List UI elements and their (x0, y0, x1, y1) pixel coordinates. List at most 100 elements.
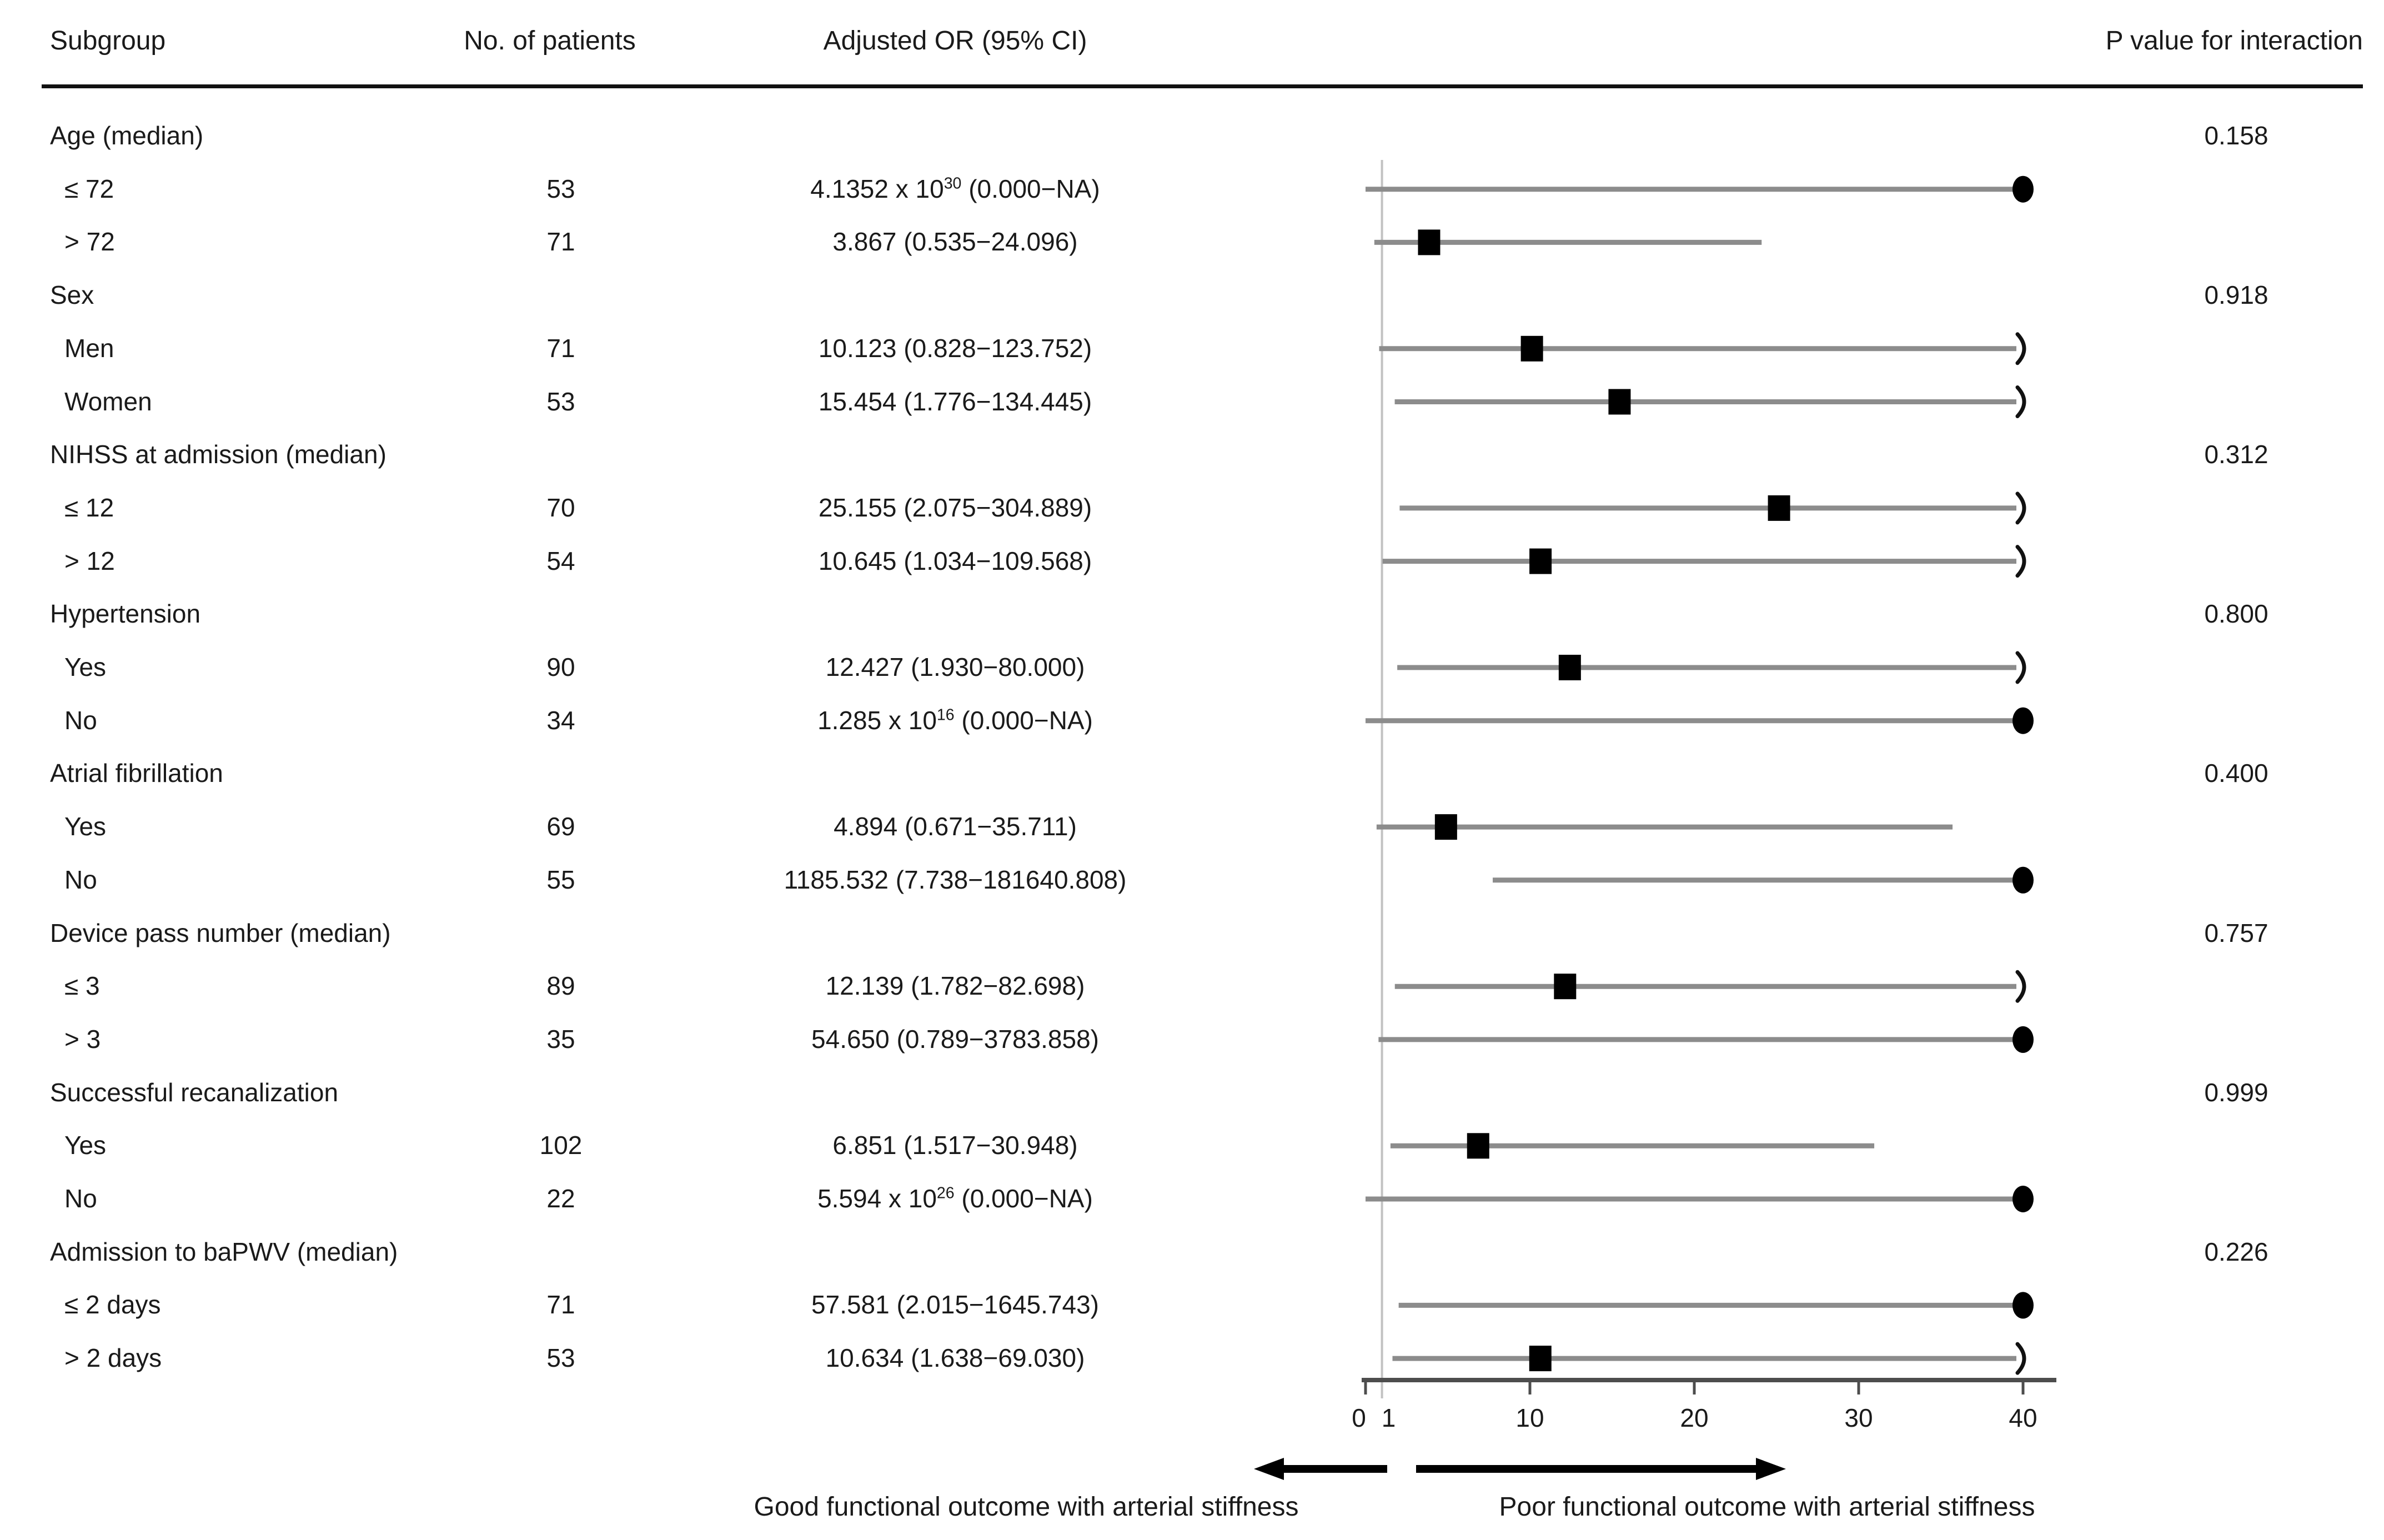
subgroup-item-label: > 72 (64, 227, 115, 257)
or-ci-text: 6.851 (1.517−30.948) (832, 1131, 1078, 1160)
subgroup-label: Sex (50, 280, 94, 310)
square-marker (1558, 655, 1581, 680)
patients-count: 70 (546, 493, 575, 522)
subgroup-item-label: No (64, 705, 97, 735)
p-interaction-value: 0.312 (2204, 440, 2268, 469)
axis-tick-label: 0 (1352, 1403, 1366, 1432)
or-ci-text: 1.285 x 1016 (0.000−NA) (817, 705, 1093, 735)
clip-arrow-icon (2015, 651, 2026, 684)
patients-count: 53 (546, 174, 575, 203)
subgroup-label: Device pass number (median) (50, 918, 391, 947)
clip-arrow-icon (2015, 385, 2026, 418)
arrow-right-head-icon (1756, 1458, 1786, 1480)
patients-count: 54 (546, 546, 575, 575)
square-marker (1418, 229, 1441, 255)
circle-marker (2012, 1292, 2034, 1319)
subgroup-item-label: Yes (64, 812, 107, 841)
patients-count: 53 (546, 1343, 575, 1373)
square-marker (1467, 1133, 1489, 1159)
circle-marker (2012, 1186, 2034, 1212)
subgroup-item-label: No (64, 1184, 97, 1213)
clip-arrow-icon (2015, 491, 2026, 525)
column-header-p-interaction: P value for interaction (2105, 26, 2363, 56)
patients-count: 90 (546, 653, 575, 681)
subgroup-item-label: ≤ 2 days (64, 1290, 161, 1320)
or-ci-text: 12.427 (1.930−80.000) (825, 653, 1085, 681)
square-marker (1434, 814, 1457, 840)
square-marker (1529, 1346, 1552, 1372)
patients-count: 34 (546, 705, 575, 735)
column-header-patients: No. of patients (464, 26, 636, 56)
subgroup-label: NIHSS at admission (median) (50, 440, 387, 469)
square-marker (1520, 335, 1543, 362)
clip-arrow-icon (2015, 1342, 2026, 1375)
patients-count: 71 (546, 1290, 575, 1320)
patients-count: 71 (546, 333, 575, 363)
subgroup-item-label: ≤ 3 (64, 971, 100, 1001)
p-interaction-value: 0.757 (2204, 918, 2268, 947)
p-interaction-value: 0.400 (2204, 759, 2268, 788)
patients-count: 53 (546, 387, 575, 416)
poor-outcome-label: Poor functional outcome with arterial st… (1499, 1492, 2035, 1522)
or-ci-text: 12.139 (1.782−82.698) (825, 971, 1085, 1001)
subgroup-item-label: Men (64, 333, 114, 363)
p-interaction-value: 0.158 (2204, 121, 2268, 150)
subgroup-item-label: Yes (64, 653, 107, 681)
column-header-adjusted-or: Adjusted OR (95% CI) (823, 26, 1087, 56)
header-divider (42, 84, 2363, 88)
subgroup-label: Age (median) (50, 121, 204, 150)
axis-tick-label: 40 (2009, 1403, 2037, 1432)
or-ci-text: 10.645 (1.034−109.568) (818, 546, 1092, 575)
patients-count: 102 (539, 1131, 583, 1160)
arrow-left-head-icon (1254, 1458, 1284, 1480)
patients-count: 22 (546, 1184, 575, 1213)
column-header-subgroup: Subgroup (50, 26, 166, 56)
or-ci-text: 3.867 (0.535−24.096) (832, 227, 1078, 257)
subgroup-item-label: > 3 (64, 1024, 101, 1054)
square-marker (1768, 495, 1790, 521)
clip-arrow-icon (2015, 970, 2026, 1003)
subgroup-item-label: > 2 days (64, 1343, 162, 1373)
clip-arrow-icon (2015, 545, 2026, 578)
or-ci-text: 25.155 (2.075−304.889) (818, 493, 1092, 522)
square-marker (1529, 548, 1552, 574)
subgroup-item-label: No (64, 865, 97, 894)
patients-count: 89 (546, 971, 575, 1001)
circle-marker (2012, 707, 2034, 734)
or-ci-text: 10.123 (0.828−123.752) (818, 333, 1092, 363)
or-ci-text: 15.454 (1.776−134.445) (818, 387, 1092, 416)
patients-count: 71 (546, 227, 575, 257)
patients-count: 35 (546, 1024, 575, 1054)
p-interaction-value: 0.999 (2204, 1077, 2268, 1107)
or-ci-text: 5.594 x 1026 (0.000−NA) (817, 1184, 1093, 1213)
patients-count: 69 (546, 812, 575, 841)
axis-tick-label: 20 (1680, 1403, 1709, 1432)
axis-tick-label: 10 (1515, 1403, 1544, 1432)
p-interaction-value: 0.800 (2204, 599, 2268, 629)
patients-count: 55 (546, 865, 575, 894)
circle-marker (2012, 866, 2034, 894)
or-ci-text: 10.634 (1.638−69.030) (825, 1343, 1085, 1373)
axis-tick-label: 1 (1381, 1403, 1396, 1432)
or-ci-text: 4.1352 x 1030 (0.000−NA) (810, 174, 1100, 203)
subgroup-label: Atrial fibrillation (50, 759, 223, 788)
good-outcome-label: Good functional outcome with arterial st… (754, 1492, 1299, 1522)
p-interaction-value: 0.226 (2204, 1237, 2268, 1266)
or-ci-text: 1185.532 (7.738−181640.808) (784, 865, 1127, 894)
or-ci-text: 4.894 (0.671−35.711) (834, 812, 1077, 841)
or-ci-text: 57.581 (2.015−1645.743) (811, 1290, 1099, 1320)
or-ci-text: 54.650 (0.789−3783.858) (811, 1024, 1099, 1054)
p-interaction-value: 0.918 (2204, 280, 2268, 310)
square-marker (1554, 974, 1577, 1000)
subgroup-label: Admission to baPWV (median) (50, 1237, 398, 1266)
circle-marker (2012, 175, 2034, 203)
axis-tick-label: 30 (1844, 1403, 1873, 1432)
subgroup-item-label: Women (64, 387, 152, 416)
subgroup-item-label: > 12 (64, 546, 115, 575)
subgroup-label: Hypertension (50, 599, 201, 629)
circle-marker (2012, 1026, 2034, 1053)
subgroup-item-label: Yes (64, 1131, 107, 1160)
square-marker (1608, 389, 1631, 415)
